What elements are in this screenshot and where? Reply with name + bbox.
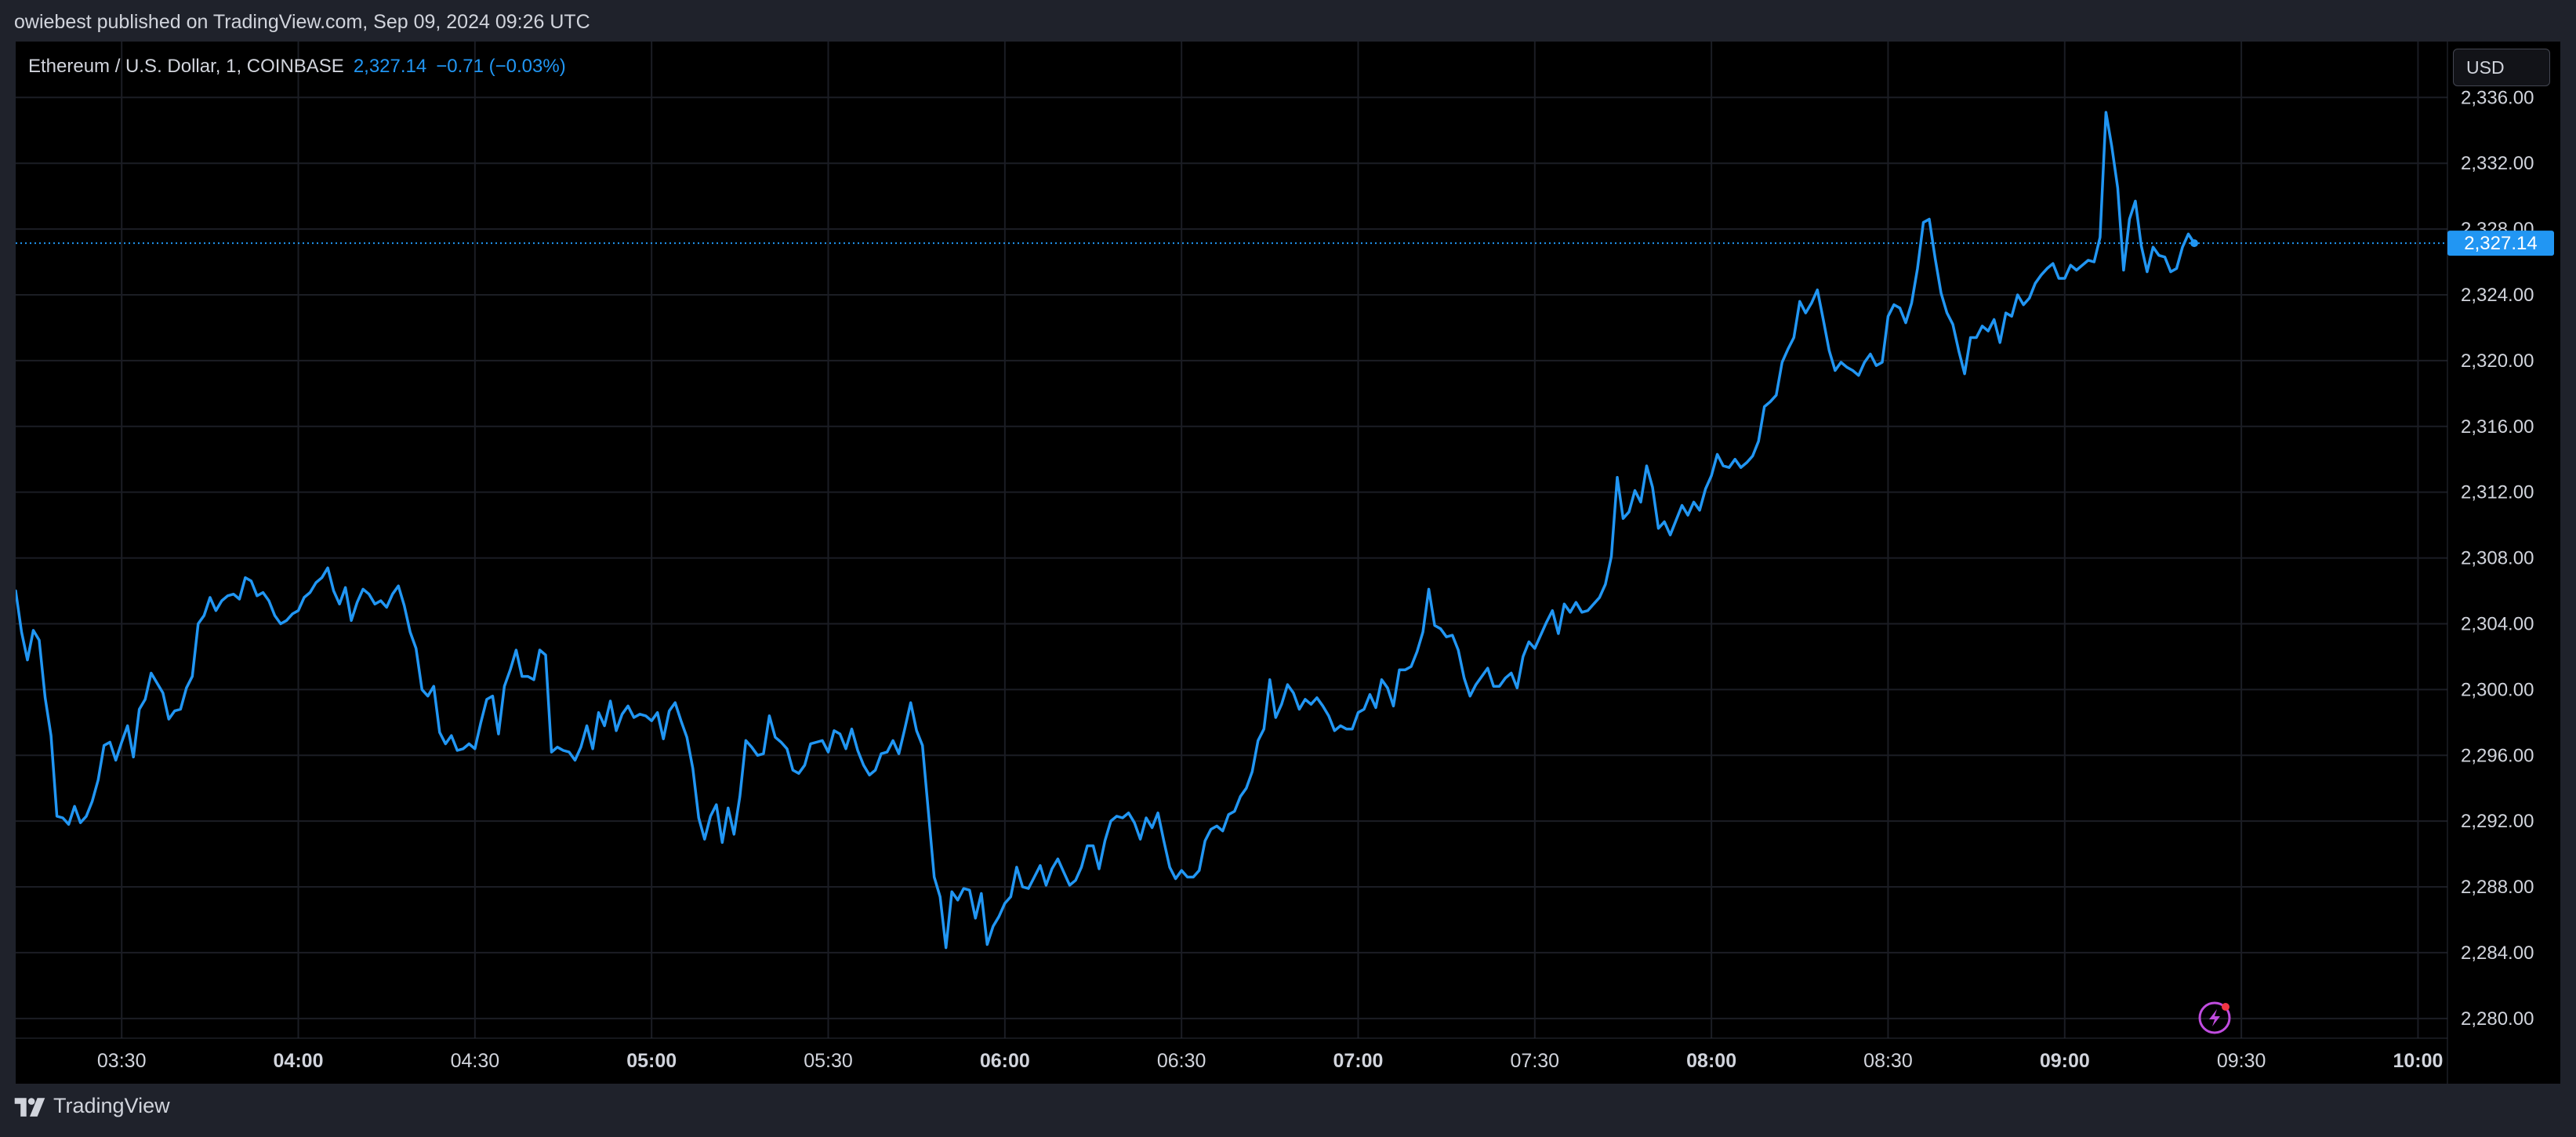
- y-tick-label: 2,320.00: [2461, 351, 2534, 372]
- lightning-alert-icon[interactable]: [2198, 1001, 2231, 1034]
- y-tick-label: 2,336.00: [2461, 87, 2534, 108]
- x-tick-label: 06:30: [1157, 1050, 1206, 1072]
- y-tick-label: 2,280.00: [2461, 1008, 2534, 1030]
- chart-svg: 2,280.00 2,284.00 2,288.00 2,292.00 2,296.00…: [16, 42, 2554, 1084]
- y-tick-label: 2,308.00: [2461, 548, 2534, 569]
- legend-change: −0.71 (−0.03%): [436, 56, 566, 77]
- price-scale[interactable]: 2,280.00 2,284.00 2,288.00 2,292.00 2,296.00…: [2461, 87, 2534, 1030]
- grid: [16, 42, 2447, 1038]
- x-tick-label: 10:00: [2393, 1050, 2443, 1072]
- x-tick-label: 07:00: [1333, 1050, 1384, 1072]
- y-tick-label: 2,300.00: [2461, 679, 2534, 700]
- x-tick-label: 07:30: [1511, 1050, 1560, 1072]
- series-layer: [16, 111, 2199, 950]
- x-tick-label: 09:30: [2217, 1050, 2266, 1072]
- published-header: owiebest published on TradingView.com, S…: [14, 11, 590, 33]
- x-tick-label: 08:00: [1686, 1050, 1736, 1072]
- tradingview-logo-icon: [14, 1097, 45, 1117]
- x-tick-label: 08:30: [1863, 1050, 1913, 1072]
- x-tick-label: 04:30: [451, 1050, 500, 1072]
- y-tick-label: 2,324.00: [2461, 285, 2534, 306]
- symbol-name[interactable]: Ethereum / U.S. Dollar, 1, COINBASE: [28, 56, 344, 77]
- last-price-tag-label: 2,327.14: [2464, 233, 2537, 254]
- currency-button[interactable]: USD: [2453, 49, 2550, 86]
- last-price-tag: 2,327.14: [2447, 231, 2554, 256]
- footer-brand-label: TradingView: [53, 1094, 170, 1117]
- last-point-marker: [2190, 239, 2199, 248]
- y-tick-label: 2,292.00: [2461, 811, 2534, 832]
- legend-price: 2,327.14: [353, 56, 427, 77]
- axes: [16, 42, 2448, 1084]
- x-tick-label: 09:00: [2040, 1050, 2090, 1072]
- last-price-tag-bg: [2447, 231, 2554, 256]
- y-tick-label: 2,288.00: [2461, 877, 2534, 898]
- chart-area[interactable]: 2,280.00 2,284.00 2,288.00 2,292.00 2,296.00…: [16, 42, 2560, 1084]
- price-series-line: [16, 111, 2196, 950]
- symbol-legend[interactable]: Ethereum / U.S. Dollar, 1, COINBASE 2,32…: [28, 56, 566, 78]
- y-tick-label: 2,312.00: [2461, 482, 2534, 503]
- y-tick-label: 2,296.00: [2461, 745, 2534, 766]
- time-scale[interactable]: 03:30 04:00 04:30 05:00 05:30 06:00 06:30 07:00…: [97, 1050, 2444, 1072]
- footer-branding[interactable]: TradingView: [14, 1094, 170, 1118]
- y-tick-label: 2,316.00: [2461, 416, 2534, 438]
- x-tick-label: 04:00: [274, 1050, 324, 1072]
- y-tick-label: 2,304.00: [2461, 613, 2534, 634]
- x-tick-label: 03:30: [97, 1050, 147, 1072]
- x-tick-label: 05:00: [626, 1050, 677, 1072]
- y-tick-label: 2,284.00: [2461, 943, 2534, 964]
- y-tick-label: 2,332.00: [2461, 153, 2534, 174]
- x-tick-label: 05:30: [804, 1050, 853, 1072]
- x-tick-label: 06:00: [980, 1050, 1030, 1072]
